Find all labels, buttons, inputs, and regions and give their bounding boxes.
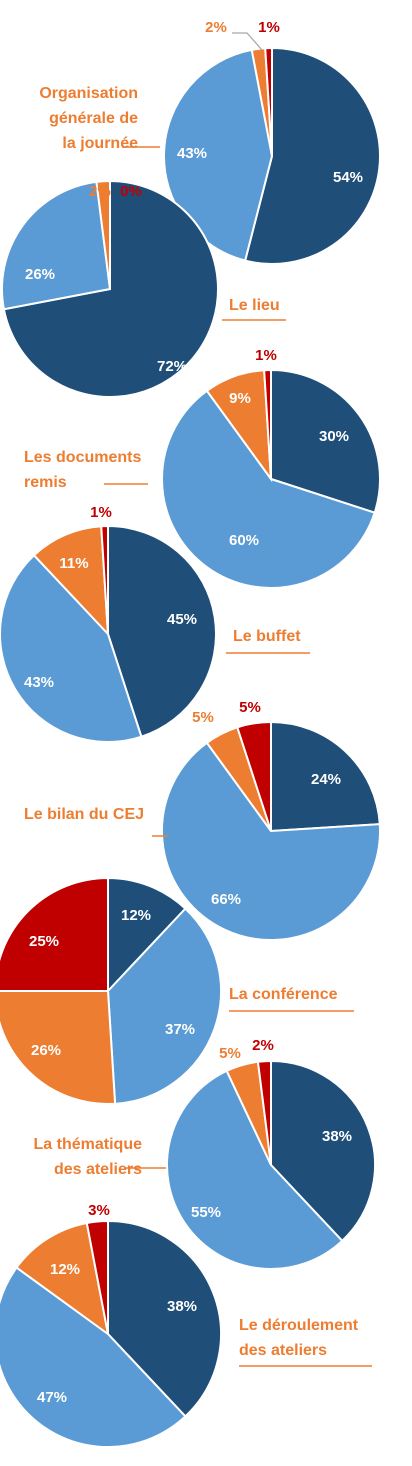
data-label-satisfait: 60% <box>229 532 259 549</box>
data-label-pas-satisfait: 25% <box>29 933 59 950</box>
data-label-peu-satisfait: 2% <box>205 19 227 36</box>
slice-peu-satisfait <box>95 179 111 290</box>
slice-peu-satisfait <box>32 525 110 637</box>
pie-chart-7: 38% 55% 5% 2% La thématique des ateliers <box>34 1037 376 1270</box>
chart-title: La conférence <box>229 986 338 1003</box>
slice-satisfait <box>165 1069 344 1270</box>
data-label-satisfait: 66% <box>211 891 241 908</box>
pie-chart-1: 54% 43% 2% 1% Organisation générale de la jour… <box>39 19 381 265</box>
slice-satisfait <box>0 553 143 743</box>
data-label-peu-satisfait: 12% <box>50 1261 80 1278</box>
data-label-peu-satisfait: 9% <box>229 390 251 407</box>
chart-title: Le déroulement des ateliers <box>239 1317 359 1359</box>
slice-satisfait <box>163 48 274 262</box>
data-label-satisfait: 37% <box>165 1021 195 1038</box>
data-label-peu-satisfait: 5% <box>219 1045 241 1062</box>
slice-pas-satisfait <box>264 46 273 157</box>
data-label-satisfait: 55% <box>191 1204 221 1221</box>
data-label-pas-satisfait: 1% <box>90 504 112 521</box>
chart-title: Les documents remis <box>24 449 141 491</box>
pie-chart-6: 12% 37% 26% 25% La conférence <box>0 876 354 1105</box>
chart-title: Le bilan du CEJ <box>24 806 144 823</box>
slice-tres-satisfait <box>270 368 381 514</box>
data-label-tres-satisfait: 30% <box>319 428 349 445</box>
data-label-peu-satisfait: 11% <box>59 555 88 572</box>
slice-satisfait <box>0 1266 187 1448</box>
slice-satisfait <box>106 907 222 1105</box>
data-label-pas-satisfait: 1% <box>255 347 277 364</box>
data-label-tres-satisfait: 54% <box>333 169 363 186</box>
data-label-peu-satisfait: 5% <box>192 709 214 726</box>
data-label-tres-satisfait: 12% <box>121 907 151 924</box>
data-label-tres-satisfait: 45% <box>167 611 197 628</box>
chart-title: Le buffet <box>233 628 301 645</box>
slice-pas-satisfait <box>256 1059 272 1166</box>
chart-title: La thématique des ateliers <box>34 1136 143 1178</box>
slice-satisfait <box>161 389 376 589</box>
pie-chart-5: 24% 66% 5% 5% Le bilan du CEJ <box>24 699 381 941</box>
data-label-peu-satisfait: 26% <box>31 1042 61 1059</box>
pie-chart-8: 38% 47% 12% 3% Le déroulement des ateliers <box>0 1202 372 1448</box>
pie-chart-3: 30% 60% 9% 1% Les documents remis <box>24 347 381 589</box>
data-label-satisfait: 26% <box>25 266 55 283</box>
slice-pas-satisfait <box>85 1219 109 1335</box>
slice-tres-satisfait <box>243 46 381 265</box>
slice-tres-satisfait <box>107 1219 222 1418</box>
slice-tres-satisfait <box>107 524 217 738</box>
chart-title: Le lieu <box>229 297 280 314</box>
slice-tres-satisfait <box>270 1059 376 1243</box>
slice-pas-satisfait <box>100 524 109 635</box>
slice-tres-satisfait <box>107 876 187 994</box>
slice-peu-satisfait <box>0 990 117 1105</box>
chart-title: Organisation générale de la journée <box>39 85 138 152</box>
label-leader-line <box>232 32 263 51</box>
slice-pas-satisfait <box>236 720 272 832</box>
data-label-satisfait: 43% <box>24 674 54 691</box>
data-label-pas-satisfait: 5% <box>239 699 261 716</box>
slice-satisfait <box>1 180 112 311</box>
data-label-satisfait: 43% <box>177 145 207 162</box>
pie-chart-4: 45% 43% 11% 1% Le buffet <box>0 504 310 743</box>
data-label-pas-satisfait: 0% <box>120 183 142 200</box>
data-label-peu-satisfait: 2% <box>89 183 111 200</box>
data-label-tres-satisfait: 38% <box>167 1298 197 1315</box>
slice-peu-satisfait <box>15 1221 110 1337</box>
data-label-pas-satisfait: 3% <box>88 1202 110 1219</box>
data-label-tres-satisfait: 72% <box>157 358 187 375</box>
slice-pas-satisfait <box>263 368 272 480</box>
data-label-tres-satisfait: 24% <box>311 771 341 788</box>
pie-chart-2: 72% 26% 2% 0% Le lieu <box>1 179 286 398</box>
data-label-tres-satisfait: 38% <box>322 1128 352 1145</box>
slice-tres-satisfait <box>270 720 381 833</box>
slice-pas-satisfait <box>0 876 109 992</box>
data-label-satisfait: 47% <box>37 1389 67 1406</box>
slice-satisfait <box>161 741 381 941</box>
data-label-pas-satisfait: 1% <box>258 19 280 36</box>
data-label-pas-satisfait: 2% <box>252 1037 274 1054</box>
